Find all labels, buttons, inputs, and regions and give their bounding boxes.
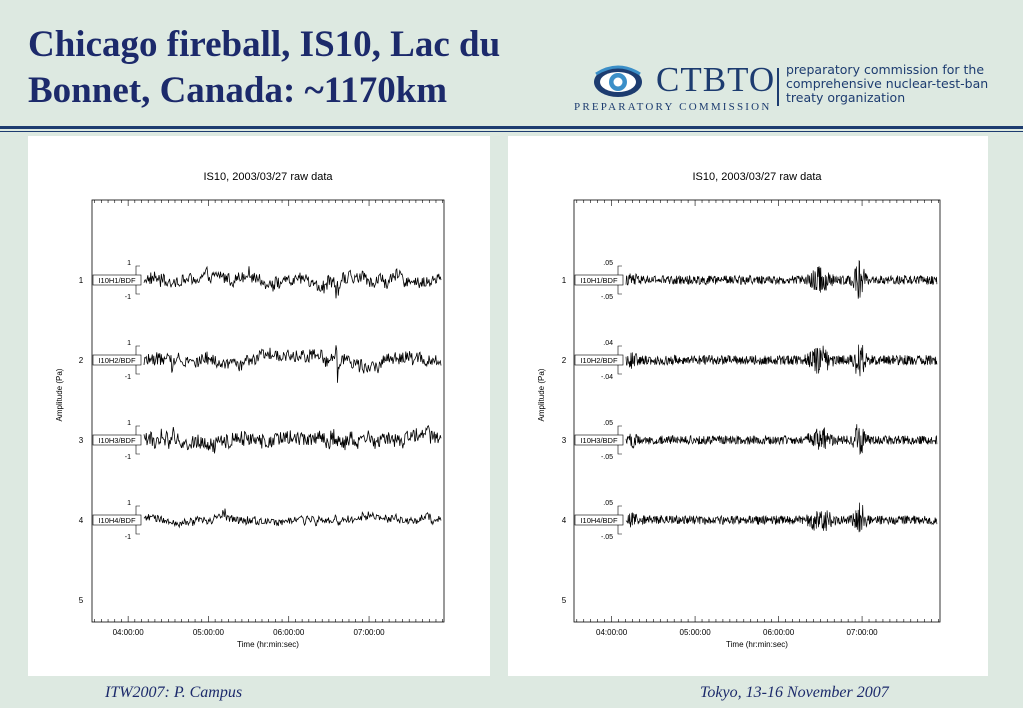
trace-line (143, 424, 442, 454)
scale-bottom-label: -.05 (601, 294, 613, 301)
chart-title: IS10, 2003/03/27 raw data (203, 171, 333, 183)
channel-label-box (574, 274, 624, 286)
y-tick-label: 4 (79, 516, 84, 525)
logo-description-line: comprehensive nuclear-test-ban (786, 76, 989, 91)
ctbto-logo: CTBTO PREPARATORY COMMISSION preparatory… (572, 58, 1012, 118)
x-tick-label: 06:00:00 (273, 628, 305, 637)
x-tick-label: 04:00:00 (596, 628, 628, 637)
trace-group: .05 -.05 I10H1/BDF (574, 259, 938, 301)
trace-group: 1 -1 I10H1/BDF (92, 260, 442, 301)
channel-label-box (92, 434, 142, 446)
channel-label: I10H3/BDF (580, 436, 618, 445)
channel-label-box (574, 514, 624, 526)
scale-top-label: 1 (127, 340, 131, 347)
x-tick-label: 07:00:00 (846, 628, 878, 637)
channel-label-box (574, 434, 624, 446)
x-tick-label: 04:00:00 (113, 628, 145, 637)
y-tick-label: 3 (562, 436, 567, 445)
y-tick-label: 3 (79, 436, 84, 445)
scale-bottom-label: -.04 (601, 374, 613, 381)
channel-label-box (92, 354, 142, 366)
scale-top-label: 1 (127, 500, 131, 507)
scale-bottom-label: -1 (125, 294, 131, 301)
channel-label: I10H1/BDF (98, 276, 136, 285)
scale-bottom-label: -.05 (601, 534, 613, 541)
footer-author: ITW2007: P. Campus (105, 684, 243, 701)
header-rule-thick (0, 126, 1023, 129)
logo-divider (777, 68, 779, 106)
channel-label-box (92, 274, 142, 286)
chart-left: IS10, 2003/03/27 raw data 04:00:00 05:00:0… (55, 171, 445, 649)
plot-frame (91, 199, 445, 623)
trace-line (625, 502, 938, 533)
header-rule-thin (0, 131, 1023, 132)
plot-frame (573, 199, 941, 623)
channel-label: I10H2/BDF (98, 356, 136, 365)
x-tick-label: 06:00:00 (763, 628, 795, 637)
scale-bottom-label: -1 (125, 374, 131, 381)
ctbto-wordmark: CTBTO (656, 60, 776, 99)
scale-top-label: .05 (603, 420, 613, 427)
trace-group: 1 -1 I10H4/BDF (92, 500, 442, 541)
trace-group: .04 -.04 I10H2/BDF (574, 340, 938, 381)
y-tick-label: 4 (562, 516, 567, 525)
trace-group: 1 -1 I10H2/BDF (92, 340, 442, 383)
chart-right: IS10, 2003/03/27 raw data 04:00:00 05:00:0… (537, 171, 941, 649)
channel-label: I10H3/BDF (98, 436, 136, 445)
scale-top-label: 1 (127, 420, 131, 427)
channel-label-box (92, 514, 142, 526)
trace-line (625, 259, 938, 299)
x-tick-label: 05:00:00 (680, 628, 712, 637)
x-axis-label: Time (hr:min:sec) (726, 640, 788, 649)
y-axis-label: Amplitude (Pa) (537, 368, 546, 421)
trace-group: .05 -.05 I10H3/BDF (574, 420, 938, 461)
trace-line (625, 424, 938, 455)
logo-description-line: preparatory commission for the (786, 62, 985, 77)
trace-line (143, 508, 442, 529)
scale-top-label: 1 (127, 260, 131, 267)
logo-description-line: treaty organization (786, 90, 906, 105)
scale-bottom-label: -1 (125, 454, 131, 461)
y-tick-label: 1 (562, 276, 567, 285)
y-tick-label: 2 (562, 356, 567, 365)
trace-group: .05 -.05 I10H4/BDF (574, 500, 938, 541)
scale-bottom-label: -.05 (601, 454, 613, 461)
channel-label: I10H1/BDF (580, 276, 618, 285)
trace-line (143, 345, 442, 383)
y-tick-label: 1 (79, 276, 84, 285)
y-tick-label: 5 (79, 596, 84, 605)
x-tick-label: 05:00:00 (193, 628, 225, 637)
slide-title: Chicago fireball, IS10, Lac du Bonnet, C… (28, 24, 501, 111)
chart-title: IS10, 2003/03/27 raw data (692, 171, 822, 183)
scale-top-label: .05 (603, 500, 613, 507)
channel-label: I10H2/BDF (580, 356, 618, 365)
x-axis-label: Time (hr:min:sec) (237, 640, 299, 649)
y-axis-label: Amplitude (Pa) (55, 368, 64, 421)
x-tick-label: 07:00:00 (353, 628, 385, 637)
trace-group: 1 -1 I10H3/BDF (92, 420, 442, 461)
footer-event: Tokyo, 13-16 November 2007 (700, 684, 889, 701)
scale-top-label: .04 (603, 340, 613, 347)
channel-label-box (574, 354, 624, 366)
scale-bottom-label: -1 (125, 534, 131, 541)
channel-label: I10H4/BDF (580, 516, 618, 525)
chart-panel-left: IS10, 2003/03/27 raw data 04:00:00 05:00:0… (28, 136, 490, 676)
channel-label: I10H4/BDF (98, 516, 136, 525)
scale-top-label: .05 (603, 260, 613, 267)
y-tick-label: 5 (562, 596, 567, 605)
trace-line (143, 265, 442, 299)
logo-description: preparatory commission for the comprehen… (786, 63, 1016, 105)
chart-panel-right: IS10, 2003/03/27 raw data 04:00:00 05:00:0… (508, 136, 988, 676)
ctbto-emblem-icon (594, 65, 642, 97)
y-tick-label: 2 (79, 356, 84, 365)
logo-subtitle: PREPARATORY COMMISSION (574, 101, 772, 113)
trace-line (625, 344, 938, 377)
